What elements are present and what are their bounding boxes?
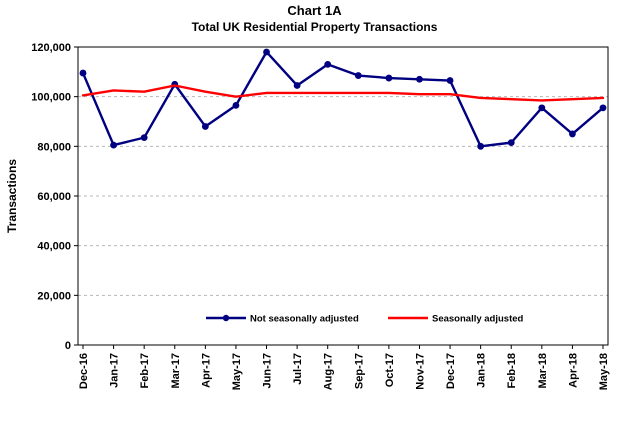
x-tick-label: Dec-17 [445,353,457,389]
y-tick-label: 80,000 [37,141,71,153]
x-tick-label: May-18 [598,353,610,390]
x-tick-label: Oct-17 [384,353,396,387]
legend-label: Seasonally adjusted [432,314,524,325]
y-tick-label: 0 [65,340,71,352]
data-point-marker [599,104,607,112]
y-tick-label: 100,000 [31,92,71,104]
legend-group: Not seasonally adjusted Seasonally adjust… [206,314,524,325]
x-tick-label: Jun-17 [262,353,274,388]
data-point-marker [79,69,87,77]
data-point-marker [232,101,240,109]
x-tick-label: Feb-18 [506,353,518,388]
x-tick-label: Sep-17 [353,353,365,389]
data-point-marker [569,130,576,138]
x-tick-label: Feb-17 [139,353,151,388]
data-point-marker [446,77,454,84]
tick-labels-group: 0 20,000 40,000 60,000 80,000 100,000 120,000 D… [31,42,610,390]
y-tick-label: 20,000 [37,290,71,302]
x-tick-label: Dec-16 [78,353,90,389]
data-point-marker [354,72,362,79]
x-tick-label: Mar-18 [537,353,549,388]
y-tick-label: 40,000 [37,241,71,253]
y-tick-label: 120,000 [31,42,71,54]
legend-marker-dot [222,314,230,322]
data-point-marker [416,75,423,83]
x-tick-label: Aug-17 [323,353,335,390]
x-tick-label: Jan-17 [109,353,121,388]
legend-label: Not seasonally adjusted [250,314,359,325]
x-tick-label: Apr-18 [567,353,579,388]
series-group [79,48,607,150]
data-point-marker [507,139,515,147]
data-point-marker [385,74,393,82]
data-point-marker [293,82,301,89]
data-point-marker [140,134,148,142]
series-line-seasonally-adjusted [81,84,605,102]
x-tick-label: Apr-17 [200,353,212,388]
y-axis-title: Transactions [5,159,19,233]
x-tick-label: Mar-17 [170,353,182,388]
x-tick-label: Jan-18 [476,353,488,388]
chart-subtitle: Total UK Residential Property Transactio… [191,20,438,34]
data-point-marker [110,141,117,149]
data-point-marker [201,123,209,130]
data-point-marker [263,48,270,56]
x-tick-label: Nov-17 [414,353,426,390]
data-point-marker [324,60,332,68]
axes-group [74,46,609,349]
series-line-not-seasonally-adjusted [81,50,605,148]
gridlines-group [78,96,608,296]
y-tick-label: 60,000 [37,191,71,203]
x-tick-label: Jul-17 [292,353,304,385]
chart-title: Chart 1A [287,3,342,18]
data-point-marker [538,104,546,112]
x-tick-label: May-17 [231,353,243,390]
data-point-marker [477,142,485,150]
